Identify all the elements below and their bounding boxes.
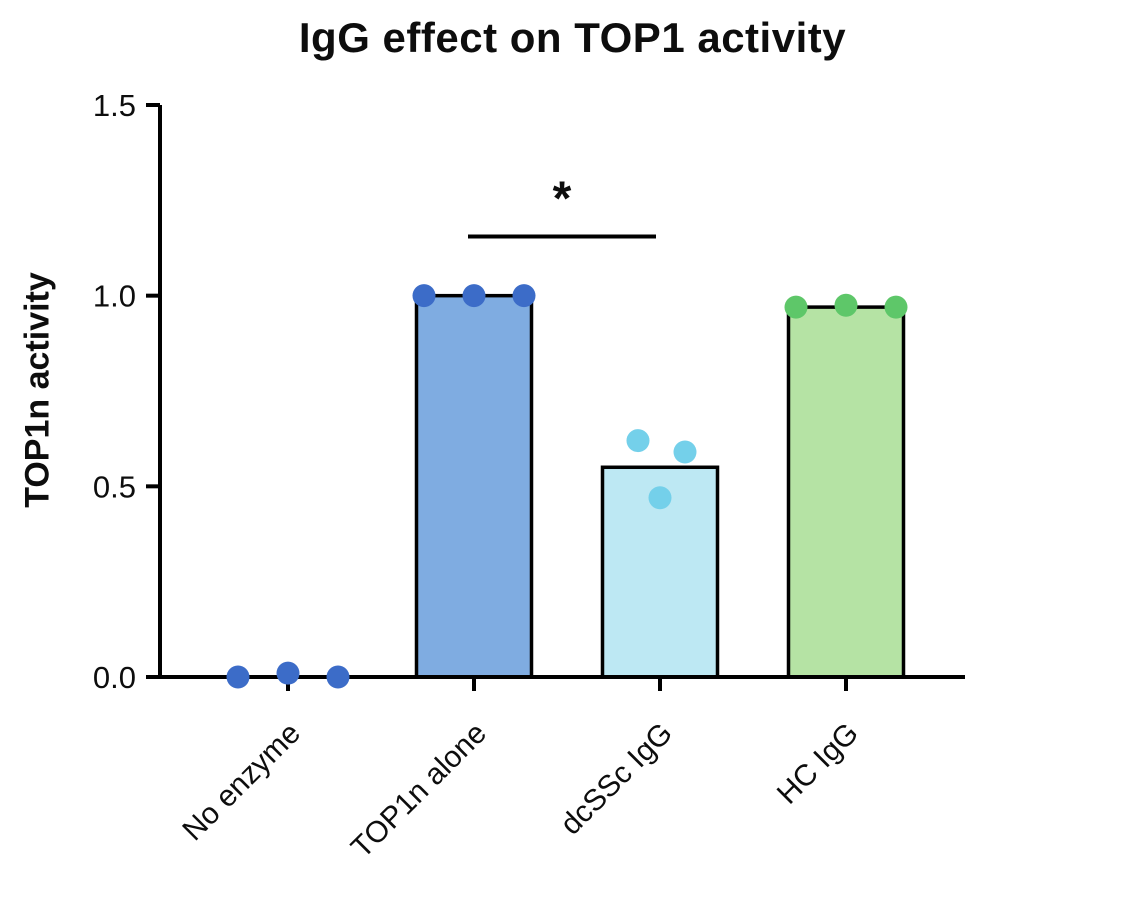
significance-star: * xyxy=(553,173,572,226)
data-point xyxy=(412,284,436,308)
x-tick-label: dcSSc IgG xyxy=(554,717,679,842)
data-point xyxy=(884,295,908,319)
x-tick-label: HC IgG xyxy=(771,717,865,811)
chart-title: IgG effect on TOP1 activity xyxy=(298,14,847,61)
bar-hc-igg xyxy=(786,305,906,679)
y-tick-label: 0.0 xyxy=(93,660,136,695)
bar-top1n-alone xyxy=(414,293,534,679)
data-point xyxy=(512,284,536,308)
data-point xyxy=(276,661,300,685)
y-axis-label: TOP1n activity xyxy=(18,272,57,508)
data-point xyxy=(648,486,672,510)
data-point xyxy=(626,429,650,453)
data-point xyxy=(673,440,697,464)
x-tick-label: TOP1n alone xyxy=(345,717,493,865)
data-point xyxy=(784,295,808,319)
data-point xyxy=(834,293,858,317)
y-tick-label: 1.0 xyxy=(93,279,136,314)
data-point xyxy=(462,284,486,308)
y-tick-label: 1.5 xyxy=(93,88,136,123)
data-point xyxy=(226,665,250,689)
data-point xyxy=(326,665,350,689)
x-tick-label: No enzyme xyxy=(176,717,307,848)
y-tick-label: 0.5 xyxy=(93,469,136,504)
